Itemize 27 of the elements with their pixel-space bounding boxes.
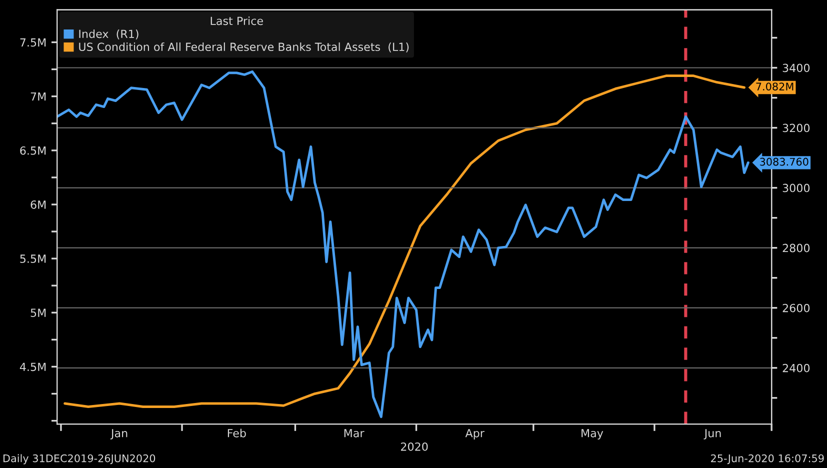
data-label: 7.082M: [756, 82, 794, 90]
legend-label: US Condition of All Federal Reserve Banks Total Assets (L1): [79, 42, 409, 52]
y-tick-label: 6M: [30, 200, 46, 209]
y2-tick-label: 2600: [782, 304, 810, 312]
y2-tick-label: 3400: [782, 64, 810, 72]
y2-tick-label: 3000: [782, 184, 810, 192]
y-tick-label: 5.5M: [20, 254, 46, 263]
x-tick-label: Apr: [465, 429, 484, 440]
text: Daily 31DEC2019-26JUN2020: [4, 454, 156, 464]
y2-tick-label: 2800: [782, 244, 810, 252]
text: 25-Jun-2020 16:07:59: [711, 454, 824, 464]
x-axis-title: 2020: [401, 442, 428, 451]
x-tick-label: Jun: [704, 429, 721, 440]
legend-title: Last Price: [210, 16, 263, 26]
y-tick-label: 7.5M: [20, 38, 46, 47]
x-tick-label: May: [582, 429, 604, 440]
y-tick-label: 6.5M: [20, 146, 46, 155]
y-tick-label: 7M: [30, 92, 46, 101]
x-tick-label: Feb: [228, 428, 246, 438]
y-tick-label: 4.5M: [20, 362, 46, 372]
data-label: 3083.760: [760, 158, 808, 166]
x-tick-label: Jan: [110, 429, 128, 440]
legend-label: Index (R1): [79, 29, 138, 40]
y2-tick-label: 2400: [782, 364, 810, 372]
y-tick-label: 5M: [30, 308, 46, 317]
x-tick-label: Mar: [344, 429, 364, 438]
y2-tick-label: 3200: [782, 124, 810, 132]
